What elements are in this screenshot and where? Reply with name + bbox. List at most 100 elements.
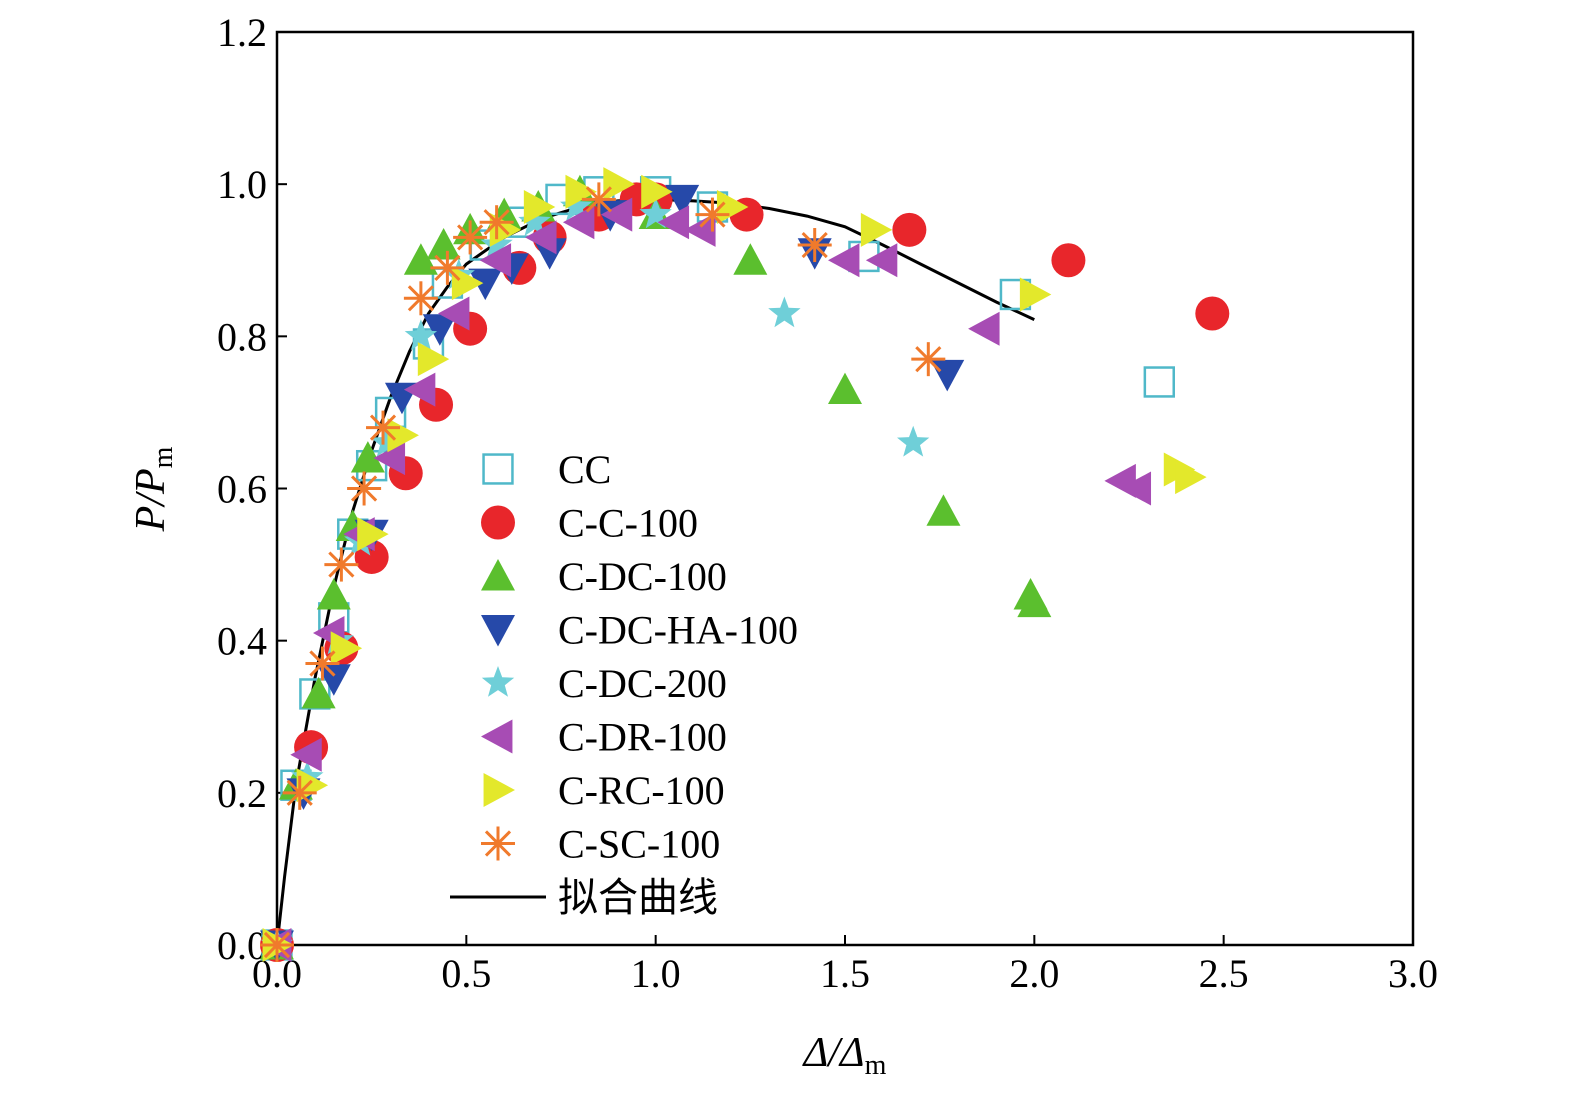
data-point [828, 243, 860, 278]
legend-item: C-C-100 [481, 501, 698, 546]
legend-item: C-SC-100 [481, 822, 720, 867]
y-tick-label: 0.6 [217, 467, 267, 512]
y-tick-label: 1.2 [217, 10, 267, 55]
data-points-layer [260, 167, 1230, 962]
legend-marker [483, 773, 515, 807]
x-tick-label: 2.0 [1009, 951, 1059, 996]
data-point [366, 410, 401, 445]
data-point [350, 441, 385, 473]
data-point [305, 646, 340, 681]
data-point [1119, 471, 1152, 506]
legend: CC C-C-100 C-DC-100 C-DC-HA-100 C-DC-200 C-DR… [450, 447, 798, 920]
plot-frame [275, 30, 1415, 947]
legend-label: C-DC-HA-100 [558, 608, 798, 653]
data-point [768, 296, 801, 328]
data-point [911, 342, 946, 377]
data-point [479, 243, 512, 278]
y-axis-label: P/Pm [128, 446, 179, 532]
data-point [603, 167, 635, 202]
legend-label: C-C-100 [558, 501, 698, 546]
data-point [1017, 585, 1052, 618]
data-point [260, 928, 294, 962]
data-point [282, 775, 317, 810]
data-point [523, 189, 556, 224]
legend-marker [481, 559, 515, 591]
x-axis-label-sub: m [865, 1050, 887, 1081]
data-point [324, 547, 359, 582]
legend-label: CC [558, 447, 611, 492]
legend-item: CC [482, 447, 611, 492]
data-point [479, 205, 514, 240]
data-point [403, 372, 436, 407]
data-point [404, 319, 438, 351]
legend-item-fit: 拟合曲线 [450, 875, 718, 920]
y-tick-label: 1.0 [217, 162, 267, 207]
legend-marker [482, 453, 514, 485]
y-axis-ticks: 0.0 0.2 0.4 0.6 0.8 1.0 1.2 [217, 10, 287, 968]
data-point [695, 197, 730, 232]
data-point [560, 190, 593, 221]
legend-item: C-DC-HA-100 [481, 608, 798, 653]
data-point [417, 342, 450, 377]
data-point [1175, 460, 1207, 495]
data-point [581, 182, 616, 217]
y-tick-label: 0.4 [217, 619, 267, 664]
data-point [639, 197, 672, 229]
data-point [347, 471, 382, 506]
data-point [357, 517, 389, 552]
legend-label: C-SC-100 [558, 822, 720, 867]
data-point [860, 212, 893, 247]
data-point [453, 220, 488, 255]
x-axis-label: Δ/Δm [802, 1030, 887, 1081]
data-point [525, 220, 557, 255]
data-point [1195, 296, 1230, 331]
legend-label: C-DC-200 [558, 661, 727, 706]
data-point [468, 268, 503, 301]
data-point [426, 228, 461, 260]
data-point [480, 228, 513, 259]
data-point [892, 212, 927, 247]
legend-marker [481, 719, 513, 754]
data-point [437, 296, 470, 331]
data-point [316, 664, 351, 696]
data-point [370, 425, 403, 457]
legend-item: C-RC-100 [483, 768, 725, 813]
data-point [562, 205, 595, 240]
data-point [330, 631, 363, 666]
legend-label: 拟合曲线 [558, 875, 718, 920]
legend-marker [481, 505, 515, 540]
data-point [1019, 277, 1052, 312]
data-point [316, 578, 351, 610]
data-point [828, 372, 862, 405]
series-c-sc-100 [260, 182, 946, 962]
data-point [665, 184, 700, 217]
data-point [422, 314, 457, 346]
legend-label: C-DC-100 [558, 554, 727, 599]
x-axis-ticks: 0.0 0.5 1.0 1.5 2.0 2.5 3.0 [252, 935, 1438, 996]
data-point [797, 228, 832, 263]
legend-item: C-DC-100 [481, 554, 727, 599]
data-point [451, 266, 484, 301]
data-point [518, 205, 551, 236]
data-point [1051, 243, 1086, 278]
legend-label: C-DR-100 [558, 715, 727, 760]
data-point [641, 174, 673, 209]
x-tick-label: 1.0 [631, 951, 681, 996]
x-axis-label-main: Δ/Δ [802, 1030, 865, 1076]
data-point [926, 494, 961, 526]
data-point [1143, 366, 1175, 398]
data-point [301, 676, 336, 709]
data-point [403, 243, 438, 275]
data-point [290, 737, 322, 772]
series-c-rc-100 [262, 167, 1207, 962]
y-axis-label-sub: m [148, 446, 179, 468]
y-tick-label: 0.2 [217, 771, 267, 816]
data-point [865, 243, 898, 278]
data-point [733, 243, 768, 275]
data-point [897, 425, 930, 457]
data-point [968, 311, 1000, 346]
data-point [403, 281, 438, 316]
legend-marker [481, 615, 515, 647]
data-point [657, 205, 690, 240]
